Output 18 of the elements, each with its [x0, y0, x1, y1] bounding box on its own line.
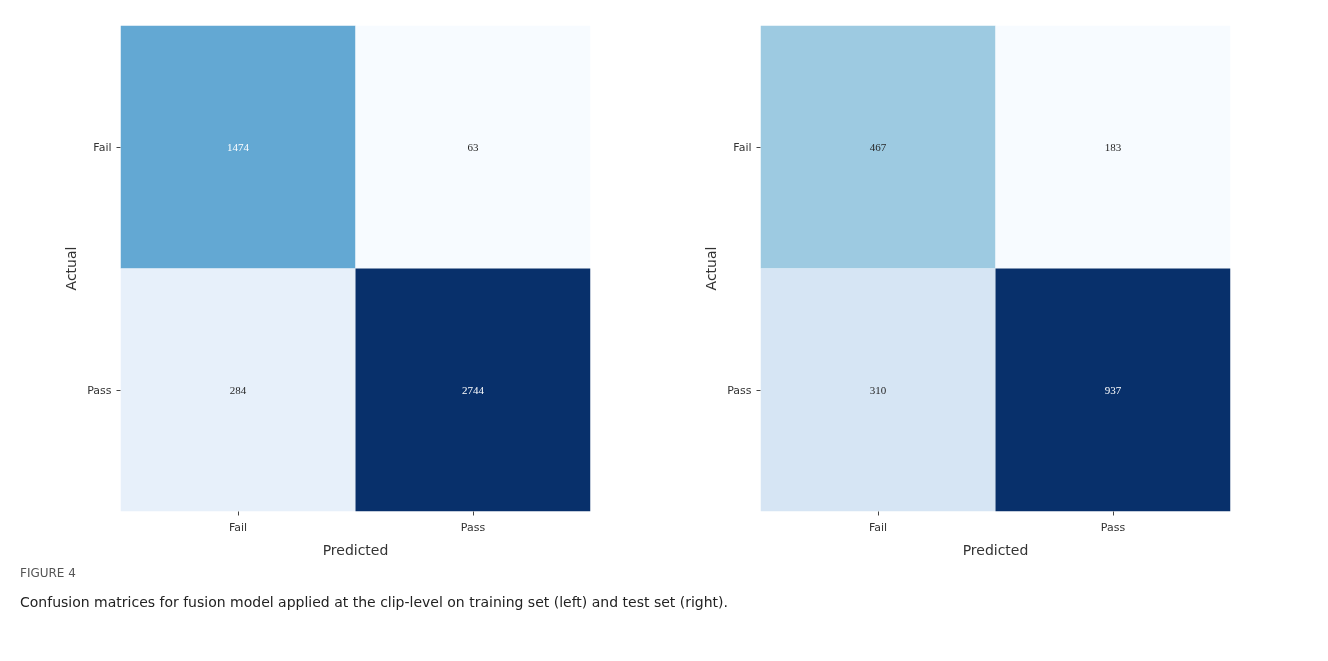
data-label: 63: [467, 140, 479, 153]
y-axis-title: Actual: [703, 246, 720, 291]
caption: FIGURE 4: [20, 565, 76, 582]
data-label: 284: [229, 383, 247, 396]
x-axis-title: Predicted: [322, 541, 389, 558]
x-tick-label: Fail: [868, 520, 888, 534]
data-label: 2744: [462, 383, 485, 396]
data-label: 310: [869, 383, 887, 396]
x-axis-title: Predicted: [962, 541, 1029, 558]
y-axis-title: Actual: [63, 246, 80, 291]
data-label: 1474: [227, 140, 250, 153]
text: Confusion matrices for fusion model applied at the clip-level on training set (left) and test set (right).: [20, 593, 729, 613]
x-tick-label: Fail: [228, 520, 248, 534]
data-label: 467: [869, 140, 887, 153]
x-tick-label: Pass: [1100, 520, 1126, 534]
data-label: 937: [1104, 383, 1122, 396]
x-tick-label: Pass: [460, 520, 486, 534]
data-label: 183: [1104, 140, 1122, 153]
